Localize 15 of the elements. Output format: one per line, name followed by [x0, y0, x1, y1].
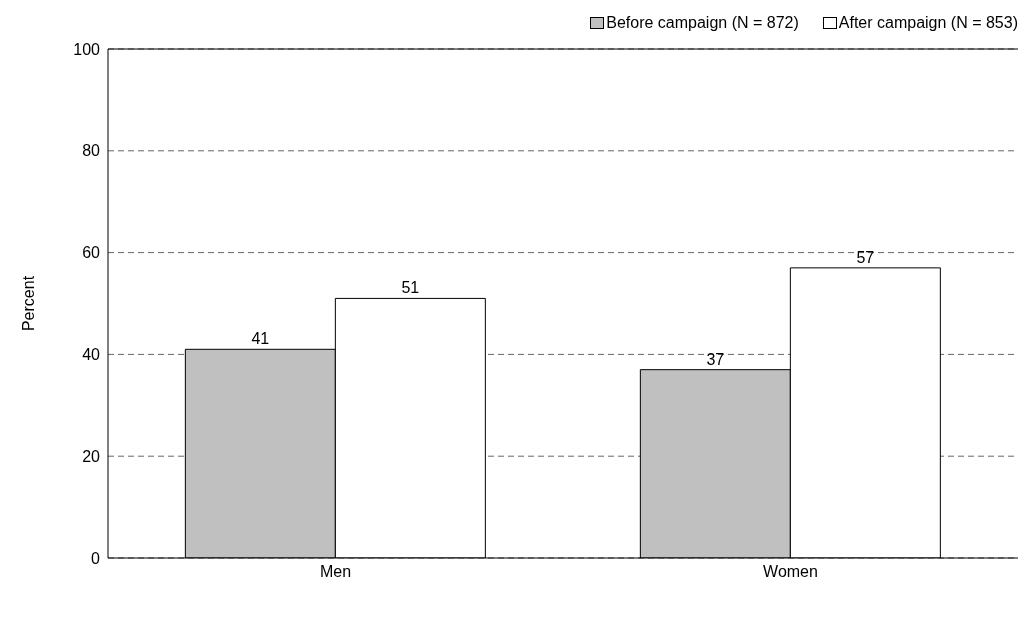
y-tick-label: 60	[82, 244, 101, 262]
x-tick-label: Women	[763, 563, 818, 581]
y-tick-label: 80	[82, 142, 101, 160]
data-label: 51	[401, 279, 420, 297]
y-tick-label: 100	[73, 40, 101, 58]
y-tick-label: 20	[82, 447, 101, 465]
y-tick-label: 40	[82, 346, 101, 364]
data-label: 41	[251, 330, 270, 348]
legend-label: Before campaign (N = 872)	[606, 14, 799, 32]
y-axis-title: Percent	[19, 275, 37, 332]
data-label: 57	[856, 248, 875, 266]
y-tick-label: 0	[91, 549, 101, 567]
data-label: 37	[706, 350, 725, 368]
x-tick-label: Men	[319, 563, 352, 581]
legend-label: After campaign (N = 853)	[838, 14, 1018, 32]
